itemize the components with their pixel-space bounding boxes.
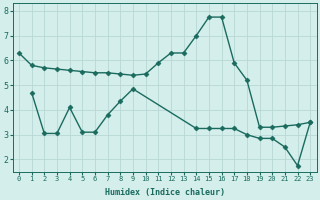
X-axis label: Humidex (Indice chaleur): Humidex (Indice chaleur) bbox=[105, 188, 225, 197]
